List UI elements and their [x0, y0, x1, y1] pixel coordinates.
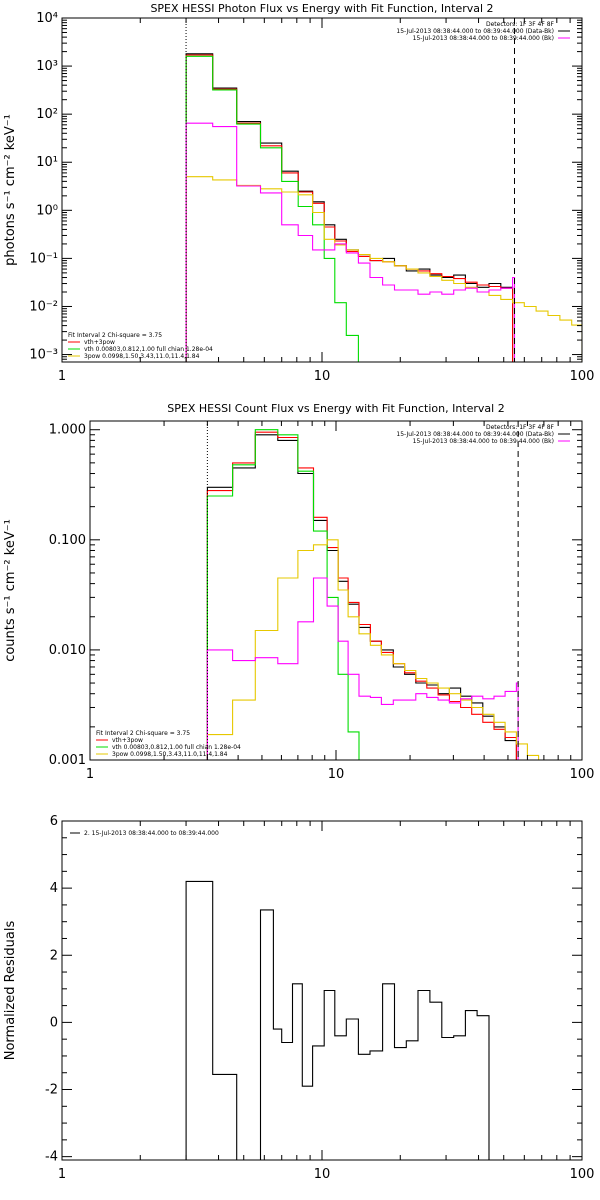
legend-top: 2. 15-Jul-2013 08:38:44.000 to 08:39:44.… — [70, 830, 219, 837]
series-group — [185, 880, 490, 1160]
legend-entry: 3pow 0.0998,1.50,3.43,11.0,11.4,1.84 — [84, 353, 200, 360]
y-tick-label: 1.000 — [49, 423, 86, 438]
x-tick-label: 10 — [314, 1167, 331, 1182]
series-line-4 — [185, 176, 582, 362]
legend-entry: vth 0.00803,0.812,1.00 full chian 1.28e-… — [84, 346, 213, 353]
y-tick-label: 10² — [36, 107, 58, 122]
series-line-1 — [185, 53, 514, 362]
series-line-2 — [185, 54, 514, 362]
y-tick-label: 10¹ — [36, 155, 58, 170]
legend-entry: 3pow 0.0998,1.50,3.43,11.0,11.4,1.84 — [112, 751, 228, 758]
legend-entry: vth+3pow — [112, 737, 143, 744]
chart-panel-1: SPEX HESSI Photon Flux vs Energy with Fi… — [3, 2, 594, 384]
y-axis: 10⁻³ 10⁻² 10⁻¹ 10⁰ 10¹ 10² 10³ 10⁴ — [29, 11, 582, 363]
x-tick-label: 10 — [314, 369, 331, 384]
y-tick-label: 0 — [50, 1015, 58, 1030]
series-line-5 — [185, 122, 516, 362]
legend-entry: Fit Interval 2 Chi-square = 3.75 — [96, 730, 190, 737]
series-line-5 — [206, 577, 519, 760]
x-axis: 1 10 100 — [58, 821, 595, 1182]
y-tick-label: -2 — [45, 1083, 58, 1098]
y-tick-label: 2 — [50, 948, 58, 963]
legend-entry: Fit Interval 2 Chi-square = 3.75 — [68, 332, 162, 339]
y-tick-label: 10⁻³ — [29, 348, 58, 363]
series-group — [185, 53, 582, 362]
y-tick-label: 6 — [50, 814, 58, 829]
legend-entry: 15-Jul-2013 08:38:44.000 to 08:39:44.000… — [396, 28, 554, 35]
y-tick-label: 10⁻² — [29, 299, 58, 314]
y-axis-label: counts s⁻¹ cm⁻² keV⁻¹ — [3, 519, 18, 662]
legend-entry: vth 0.00803,0.812,1.00 full chian 1.28e-… — [112, 744, 241, 751]
y-tick-label: 0.001 — [49, 753, 86, 768]
x-tick-label: 100 — [570, 369, 595, 384]
chart-title: SPEX HESSI Count Flux vs Energy with Fit… — [167, 402, 504, 415]
series-line-4 — [206, 539, 550, 760]
y-axis: -4 -2 0 2 4 6 — [45, 814, 582, 1165]
y-tick-label: 0.010 — [49, 643, 86, 658]
legend-bottom: Fit Interval 2 Chi-square = 3.75vth+3pow… — [96, 730, 241, 758]
x-tick-label: 100 — [570, 767, 595, 782]
series-line-3 — [206, 429, 371, 760]
plot-frame — [61, 17, 583, 363]
y-tick-label: 10⁻¹ — [29, 251, 58, 266]
plot-frame — [89, 420, 583, 761]
legend-entry: vth+3pow — [84, 339, 115, 346]
chart-panel-2: SPEX HESSI Count Flux vs Energy with Fit… — [3, 402, 594, 782]
series-line-1 — [185, 880, 490, 1160]
y-tick-label: 10⁰ — [36, 203, 58, 218]
legend-bottom: Fit Interval 2 Chi-square = 3.75vth+3pow… — [68, 332, 213, 360]
series-line-2 — [206, 431, 517, 760]
y-tick-label: -4 — [45, 1150, 58, 1165]
y-axis-label: Normalized Residuals — [3, 921, 18, 1061]
legend-entry: 2. 15-Jul-2013 08:38:44.000 to 08:39:44.… — [84, 830, 219, 837]
plot-frame — [61, 820, 583, 1161]
y-tick-label: 10³ — [36, 59, 58, 74]
legend-entry: Detectors: 1F 3F 4F 8F — [486, 21, 555, 28]
series-line-3 — [185, 55, 359, 362]
legend-entry: 15-Jul-2013 08:38:44.000 to 08:39:44.000… — [396, 431, 554, 438]
chart-title: SPEX HESSI Photon Flux vs Energy with Fi… — [150, 2, 493, 15]
x-tick-label: 1 — [86, 767, 94, 782]
series-line-1 — [206, 434, 517, 760]
y-axis-label: photons s⁻¹ cm⁻² keV⁻¹ — [3, 114, 18, 266]
legend-entry: 15-Jul-2013 08:38:44.000 to 08:39:44.000… — [413, 35, 554, 42]
y-tick-label: 0.100 — [49, 533, 86, 548]
x-tick-label: 1 — [58, 1167, 66, 1182]
y-axis: 0.001 0.010 0.100 1.000 — [49, 423, 582, 768]
x-tick-label: 1 — [58, 369, 66, 384]
legend-entry: 15-Jul-2013 08:38:44.000 to 08:39:44.000… — [413, 438, 554, 445]
chart-panel-3: Normalized Residuals 1 10 100 -4 -2 0 2 4 6 2. 15-… — [3, 814, 594, 1182]
x-tick-label: 100 — [570, 1167, 595, 1182]
y-tick-label: 10⁴ — [36, 11, 58, 26]
x-axis: 1 10 100 — [58, 18, 595, 384]
series-group — [206, 429, 550, 760]
legend-entry: Detectors: 1F 3F 4F 8F — [486, 424, 555, 431]
x-axis: 1 10 100 — [86, 421, 595, 782]
x-tick-label: 10 — [328, 767, 345, 782]
y-tick-label: 4 — [50, 881, 58, 896]
